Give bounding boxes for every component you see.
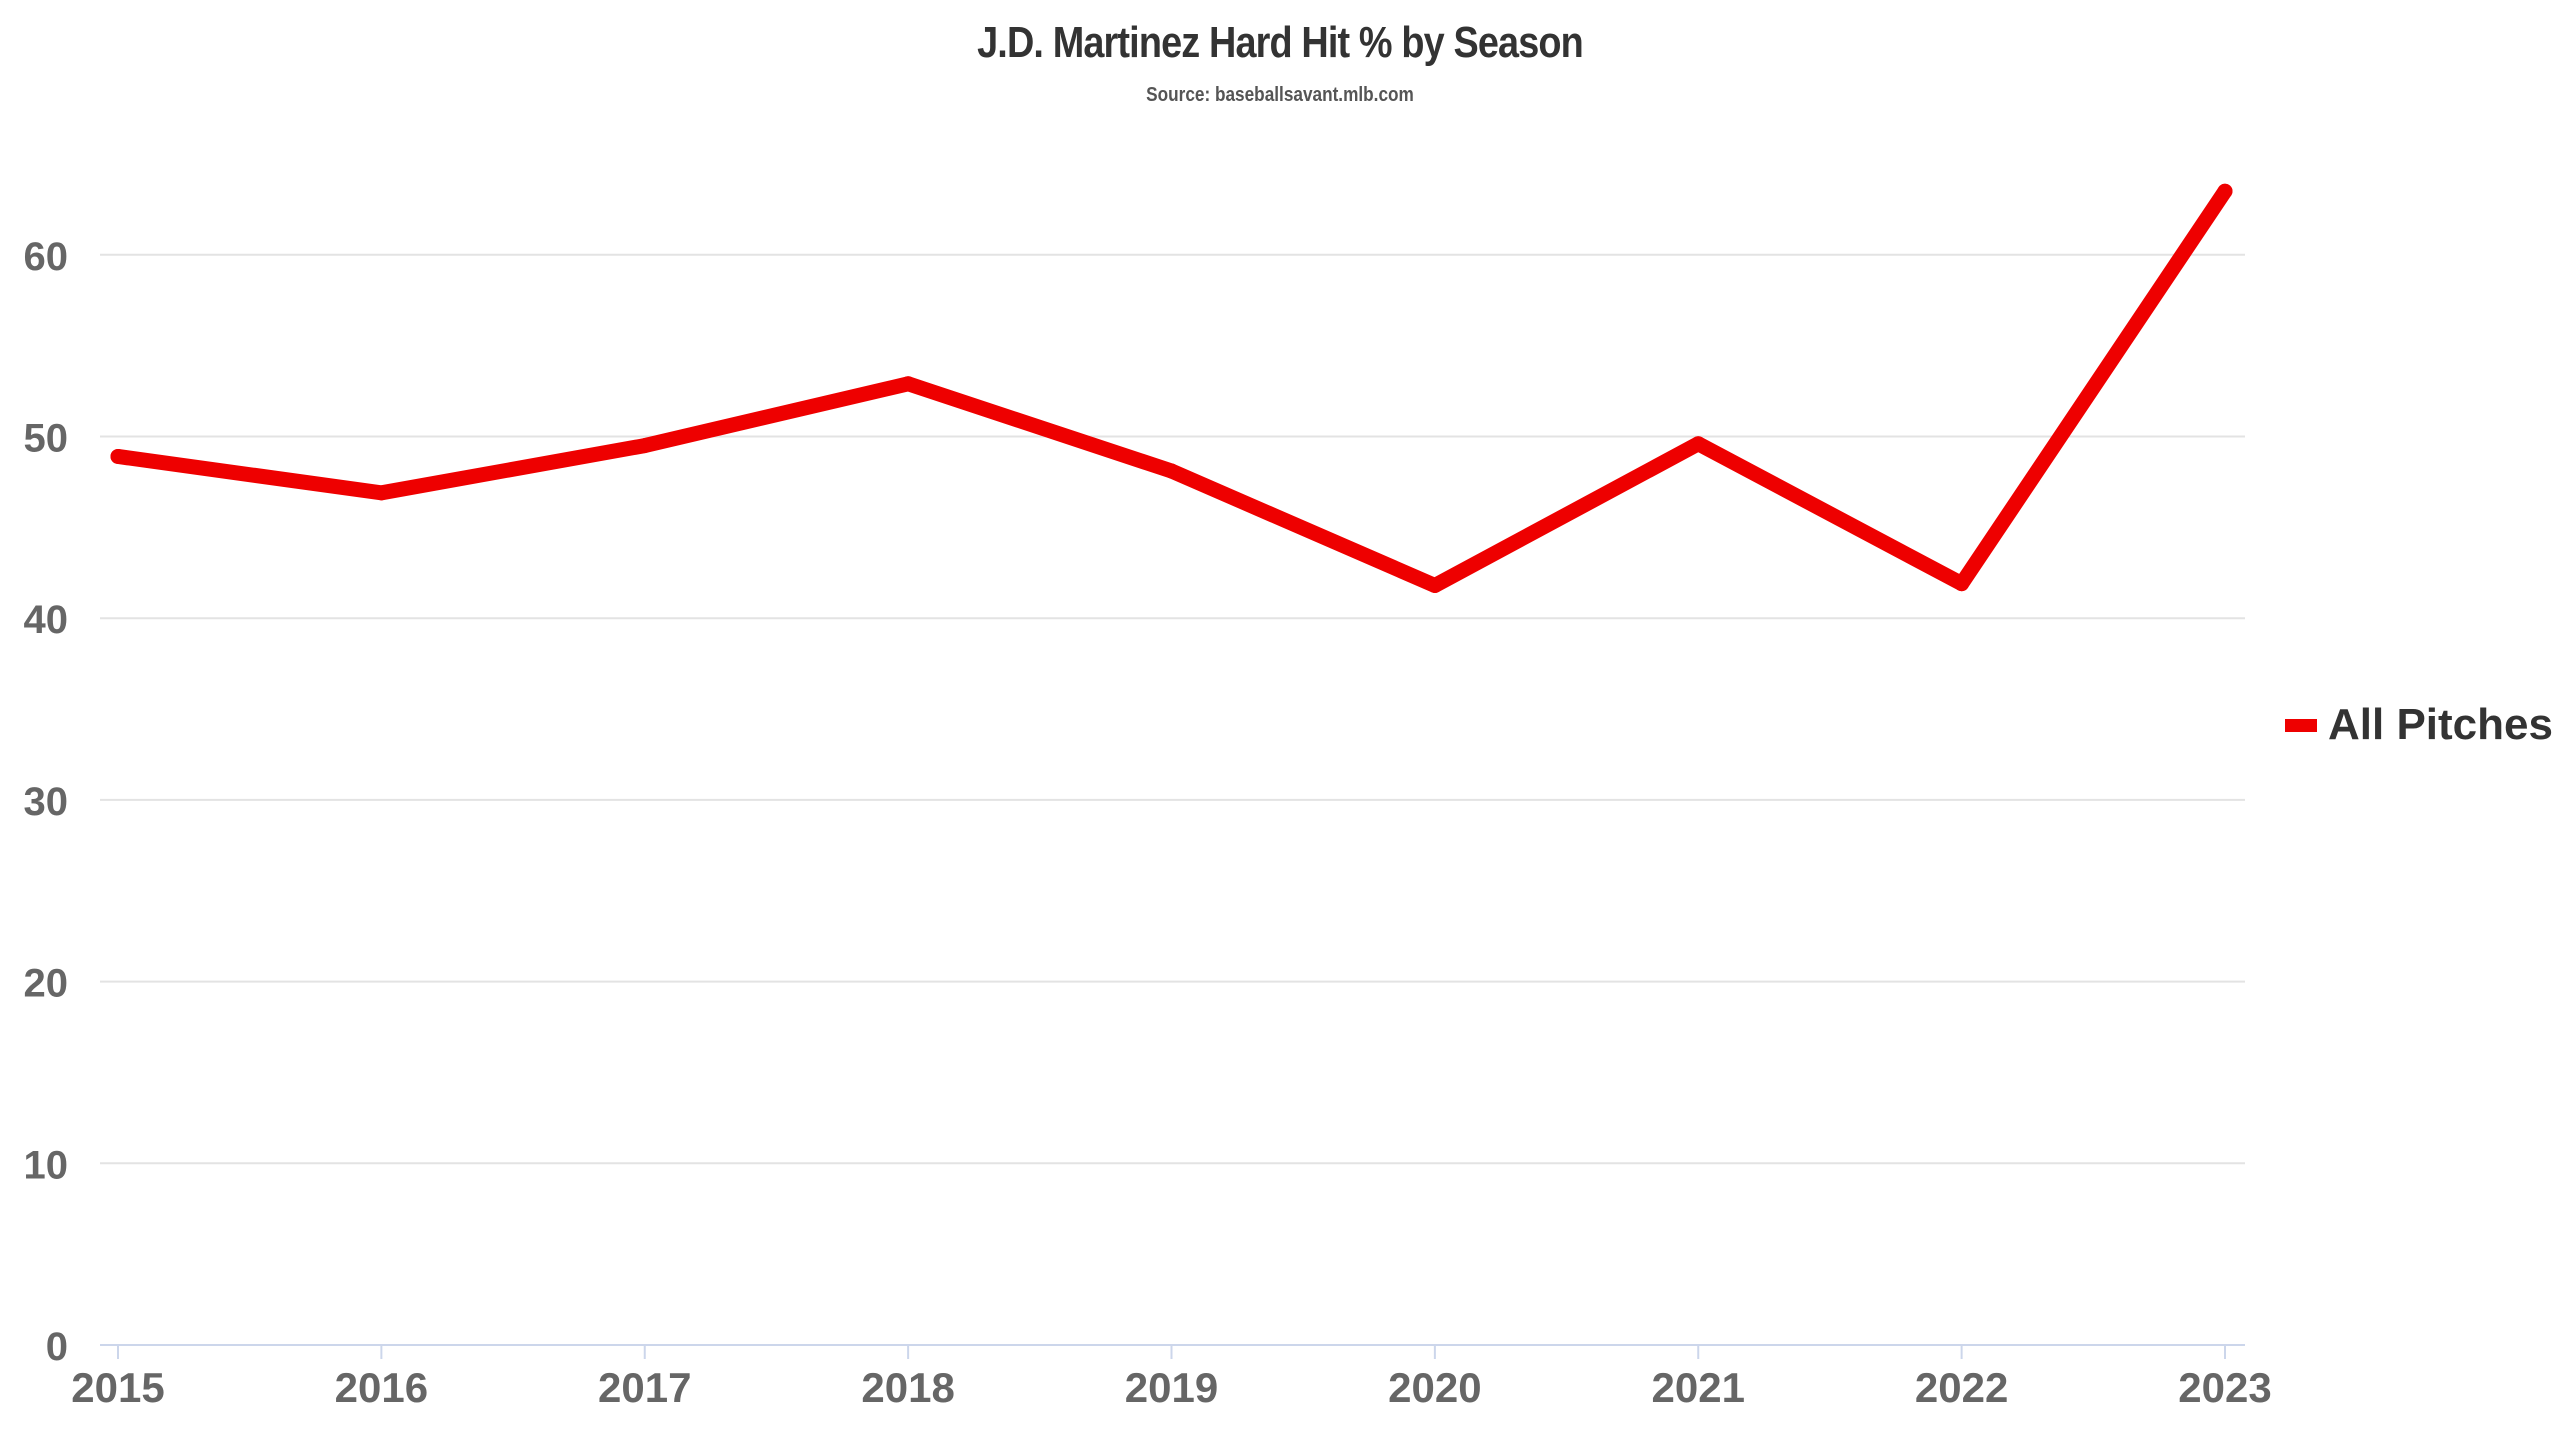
chart-subtitle: Source: baseballsavant.mlb.com — [1146, 84, 1414, 106]
x-tick-label: 2023 — [2178, 1364, 2271, 1411]
y-tick-label: 40 — [24, 598, 69, 642]
y-tick-label: 10 — [24, 1143, 69, 1187]
y-tick-label: 20 — [24, 962, 69, 1006]
y-tick-label: 50 — [24, 417, 69, 461]
gridlines — [100, 253, 2245, 1165]
x-axis — [100, 1344, 2245, 1359]
data-point — [1164, 463, 1179, 479]
series-layer — [110, 183, 2233, 593]
data-point — [1954, 576, 1970, 592]
series-line — [110, 183, 2233, 593]
x-tick-label: 2018 — [861, 1364, 954, 1411]
data-point — [373, 485, 389, 501]
x-axis-labels: 2015 2016 2017 2018 2019 2020 2021 2022 2023 — [71, 1364, 2271, 1411]
data-point — [1427, 577, 1443, 593]
y-tick-label: 0 — [46, 1325, 68, 1369]
x-tick-label: 2015 — [71, 1364, 164, 1411]
x-tick-label: 2020 — [1388, 1364, 1481, 1411]
x-tick-label: 2022 — [1915, 1364, 2008, 1411]
x-tick-label: 2016 — [335, 1364, 428, 1411]
x-tick-label: 2021 — [1652, 1364, 1745, 1411]
x-tick-label: 2017 — [598, 1364, 691, 1411]
data-point — [1690, 436, 1706, 452]
data-point — [110, 448, 126, 464]
legend-label[interactable]: All Pitches — [2328, 700, 2553, 749]
y-tick-label: 30 — [24, 780, 69, 824]
y-axis: 0 10 20 30 40 50 60 — [24, 235, 69, 1369]
data-point — [2217, 183, 2233, 199]
x-tick-label: 2019 — [1125, 1364, 1218, 1411]
data-point — [637, 438, 653, 454]
chart-title: J.D. Martinez Hard Hit % by Season — [977, 18, 1584, 67]
legend-swatch[interactable] — [2285, 719, 2317, 732]
y-tick-label: 60 — [24, 235, 69, 279]
data-point — [900, 376, 916, 392]
legend[interactable]: All Pitches — [2285, 700, 2553, 749]
